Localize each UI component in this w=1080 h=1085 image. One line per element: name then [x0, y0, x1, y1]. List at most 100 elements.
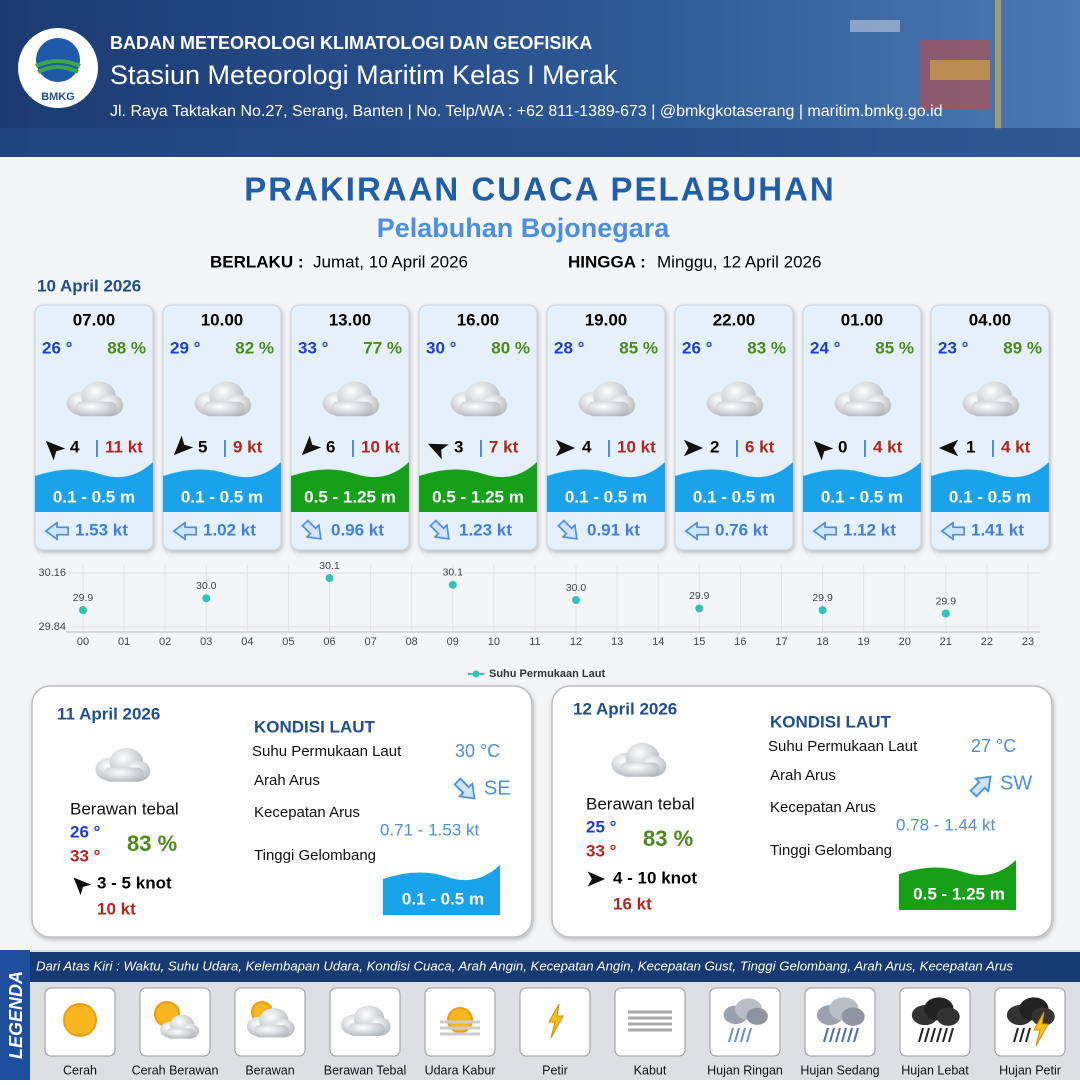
- y-tick-label: 30.16: [38, 567, 66, 579]
- x-tick-label: 16: [734, 636, 746, 648]
- rain: [853, 1027, 859, 1043]
- sst-label: Suhu Permukaan Laut: [768, 738, 918, 755]
- valid-to-label: HINGGA :: [568, 252, 646, 271]
- wave: [547, 462, 665, 512]
- current-speed: 0.71 - 1.53 kt: [380, 820, 480, 839]
- slot-humidity: 85 %: [875, 338, 914, 357]
- rain: [1025, 1027, 1031, 1043]
- wind-gust: 9 kt: [233, 437, 263, 456]
- sst: 27 °C: [971, 736, 1016, 756]
- day-panel: 12 April 2026 Berawan tebal 25 ° 33 ° 83 % 4 …: [551, 685, 1053, 938]
- data-label: 29.9: [689, 590, 710, 602]
- rain: [841, 1027, 847, 1043]
- current-speed: 0.96 kt: [331, 520, 384, 539]
- legend-item: Berawan: [234, 987, 306, 1077]
- x-tick-label: 09: [447, 636, 459, 648]
- data-point: [448, 580, 457, 589]
- legend-item: Petir: [519, 987, 591, 1077]
- rain: [734, 1027, 740, 1043]
- wave-height: 0.5 - 1.25 m: [432, 487, 524, 506]
- x-tick-label: 07: [364, 636, 376, 648]
- wave: [35, 462, 153, 512]
- x-tick-label: 06: [323, 636, 335, 648]
- x-tick-label: 23: [1022, 636, 1034, 648]
- sst-chart: 29.84 30.16 00 01 02 03 04 05 06 07 08 09 10 11 12 13 14…: [38, 560, 1040, 680]
- slot-time: 19.00: [585, 310, 628, 329]
- address: Jl. Raya Taktakan No.27, Serang, Banten …: [110, 103, 943, 120]
- slot-humidity: 89 %: [1003, 338, 1042, 357]
- slot-humidity: 82 %: [235, 338, 274, 357]
- slot-temp: 26 °: [682, 338, 713, 357]
- wave: [803, 462, 921, 512]
- legend-item: Cerah: [44, 987, 116, 1077]
- wave: [163, 462, 281, 512]
- slot-humidity: 83 %: [747, 338, 786, 357]
- day-date: 11 April 2026: [57, 704, 160, 723]
- slot-humidity: 85 %: [619, 338, 658, 357]
- data-label: 29.9: [936, 595, 957, 607]
- temp-max: 33 °: [586, 841, 617, 860]
- gust: 10 kt: [97, 899, 136, 918]
- data-label: 30.0: [196, 580, 217, 592]
- legend-heading: LEGENDA: [6, 971, 26, 1059]
- data-point: [941, 609, 950, 618]
- wave-height: 0.1 - 0.5 m: [53, 487, 135, 506]
- slot-temp: 30 °: [426, 338, 457, 357]
- sea-heading: KONDISI LAUT: [254, 717, 376, 736]
- condition: Berawan tebal: [70, 799, 179, 818]
- wave-label: Tinggi Gelombang: [770, 842, 892, 859]
- wave: 0.1 - 0.5 m: [402, 889, 484, 908]
- station: Stasiun Meteorologi Maritim Kelas I Mera…: [110, 60, 618, 90]
- data-label: 29.9: [812, 592, 833, 604]
- rain: [847, 1027, 853, 1043]
- rain: [918, 1027, 924, 1043]
- legend-label: Suhu Permukaan Laut: [489, 668, 605, 680]
- slot-time: 10.00: [201, 310, 244, 329]
- x-tick-label: 05: [282, 636, 294, 648]
- legend-item-label: Hujan Lebat: [901, 1063, 969, 1077]
- wind-speed: 0: [838, 437, 847, 456]
- legend-item-label: Cerah Berawan: [132, 1063, 219, 1077]
- legend-item-label: Berawan: [245, 1063, 294, 1077]
- x-tick-label: 01: [118, 636, 130, 648]
- rain: [1013, 1027, 1019, 1043]
- data-point: [572, 596, 581, 604]
- x-tick-label: 10: [488, 636, 500, 648]
- wind-gust: 10 kt: [361, 437, 400, 456]
- slot-time: 07.00: [73, 310, 116, 329]
- x-tick-label: 11: [529, 636, 540, 648]
- legend-item-label: Berawan Tebal: [324, 1063, 406, 1077]
- wave: [675, 462, 793, 512]
- day-date: 12 April 2026: [573, 699, 677, 718]
- temp-min: 26 °: [70, 822, 101, 841]
- slot-temp: 29 °: [170, 338, 201, 357]
- legend-item-label: Hujan Sedang: [800, 1063, 879, 1077]
- x-tick-label: 21: [940, 636, 952, 648]
- slot-humidity: 88 %: [107, 338, 146, 357]
- data-point: [79, 606, 87, 615]
- wind-gust: 7 kt: [489, 437, 519, 456]
- slot-time: 22.00: [713, 310, 756, 329]
- rain: [829, 1027, 835, 1043]
- data-point: [818, 606, 827, 615]
- legend: Cerah Cerah Berawan Berawan Berawan Tebal Ud…: [0, 950, 1080, 1080]
- wave-height: 0.5 - 1.25 m: [304, 487, 396, 506]
- legend-item: Cerah Berawan: [132, 987, 219, 1077]
- sst-label: Suhu Permukaan Laut: [252, 743, 402, 760]
- slot-time: 13.00: [329, 310, 372, 329]
- data-label: 30.1: [443, 567, 464, 579]
- wind-speed: 4: [582, 437, 592, 456]
- x-tick-label: 22: [981, 636, 993, 648]
- data-label: 30.0: [566, 582, 587, 594]
- sun: [63, 1003, 97, 1037]
- current-dir: SE: [484, 777, 511, 799]
- slot-time: 04.00: [969, 310, 1012, 329]
- legend-item-label: Hujan Petir: [999, 1063, 1061, 1077]
- sea-heading: KONDISI LAUT: [770, 712, 892, 731]
